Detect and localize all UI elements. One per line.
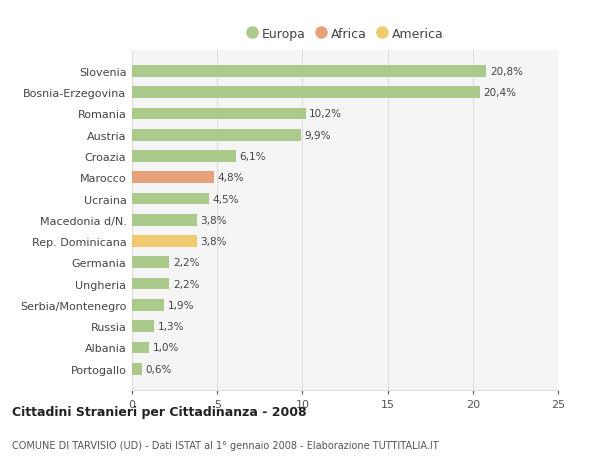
Bar [132, 193, 209, 205]
Text: 10,2%: 10,2% [309, 109, 342, 119]
Bar [132, 108, 306, 120]
Bar [132, 214, 197, 226]
Bar [132, 236, 197, 247]
Text: 6,1%: 6,1% [239, 151, 266, 162]
Bar [132, 151, 236, 162]
Text: 2,2%: 2,2% [173, 279, 199, 289]
Text: 3,8%: 3,8% [200, 236, 227, 246]
Bar [132, 299, 164, 311]
Text: 1,0%: 1,0% [152, 343, 179, 353]
Text: 20,4%: 20,4% [483, 88, 516, 98]
Bar [132, 172, 214, 184]
Bar [132, 87, 479, 99]
Text: 2,2%: 2,2% [173, 258, 199, 268]
Text: 9,9%: 9,9% [304, 130, 331, 140]
Text: COMUNE DI TARVISIO (UD) - Dati ISTAT al 1° gennaio 2008 - Elaborazione TUTTITALI: COMUNE DI TARVISIO (UD) - Dati ISTAT al … [12, 440, 439, 450]
Bar [132, 257, 169, 269]
Bar [132, 278, 169, 290]
Text: 4,8%: 4,8% [217, 173, 244, 183]
Text: Cittadini Stranieri per Cittadinanza - 2008: Cittadini Stranieri per Cittadinanza - 2… [12, 405, 307, 418]
Bar [132, 320, 154, 332]
Bar [132, 129, 301, 141]
Text: 4,5%: 4,5% [212, 194, 239, 204]
Text: 1,3%: 1,3% [158, 321, 184, 331]
Bar [132, 363, 142, 375]
Legend: Europa, Africa, America: Europa, Africa, America [242, 23, 448, 46]
Text: 1,9%: 1,9% [168, 300, 194, 310]
Text: 3,8%: 3,8% [200, 215, 227, 225]
Text: 20,8%: 20,8% [490, 67, 523, 77]
Bar [132, 66, 487, 78]
Bar [132, 342, 149, 353]
Text: 0,6%: 0,6% [146, 364, 172, 374]
